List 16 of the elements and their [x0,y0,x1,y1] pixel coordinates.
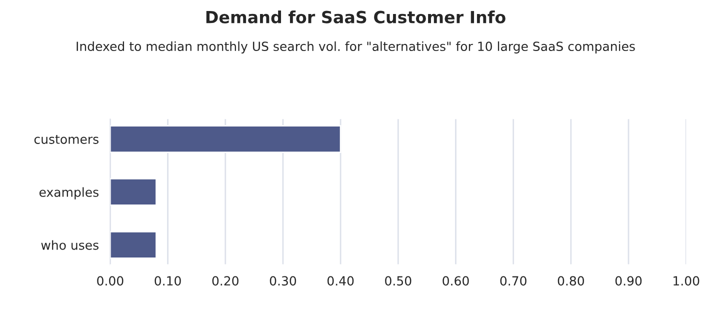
x-tick-label: 0.60 [442,276,469,286]
x-tick-label: 0.40 [327,276,354,286]
x-tick-label: 0.10 [154,276,181,286]
x-tick-label: 0.30 [270,276,296,286]
y-tick-label: examples [39,187,98,200]
y-tick-label: who uses [41,240,98,250]
x-tick-label: 0.70 [500,276,526,286]
y-tick-label: customers [34,134,98,144]
x-tick-label: 0.20 [212,276,238,286]
x-tick-label: 1.00 [674,276,700,286]
x-tick-label: 0.90 [615,276,642,286]
x-tick-label: 0.80 [558,276,584,286]
chart-subtitle: Indexed to median monthly US search vol. for "alternatives" for 10 large SaaS companies [76,41,635,54]
chart-title: Demand for SaaS Customer Info [206,10,506,24]
x-tick-label: 0.00 [97,276,124,286]
x-tick-label: 0.50 [385,276,412,286]
